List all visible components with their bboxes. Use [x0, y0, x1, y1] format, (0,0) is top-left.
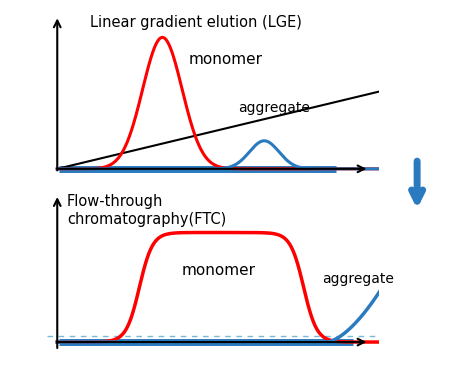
Text: aggregate: aggregate — [322, 272, 393, 286]
Text: Flow-through
chromatography(FTC): Flow-through chromatography(FTC) — [67, 194, 227, 226]
Text: monomer: monomer — [189, 52, 263, 67]
Text: Linear gradient elution (LGE): Linear gradient elution (LGE) — [90, 16, 302, 30]
Text: aggregate: aggregate — [238, 101, 310, 114]
Text: monomer: monomer — [182, 263, 256, 278]
